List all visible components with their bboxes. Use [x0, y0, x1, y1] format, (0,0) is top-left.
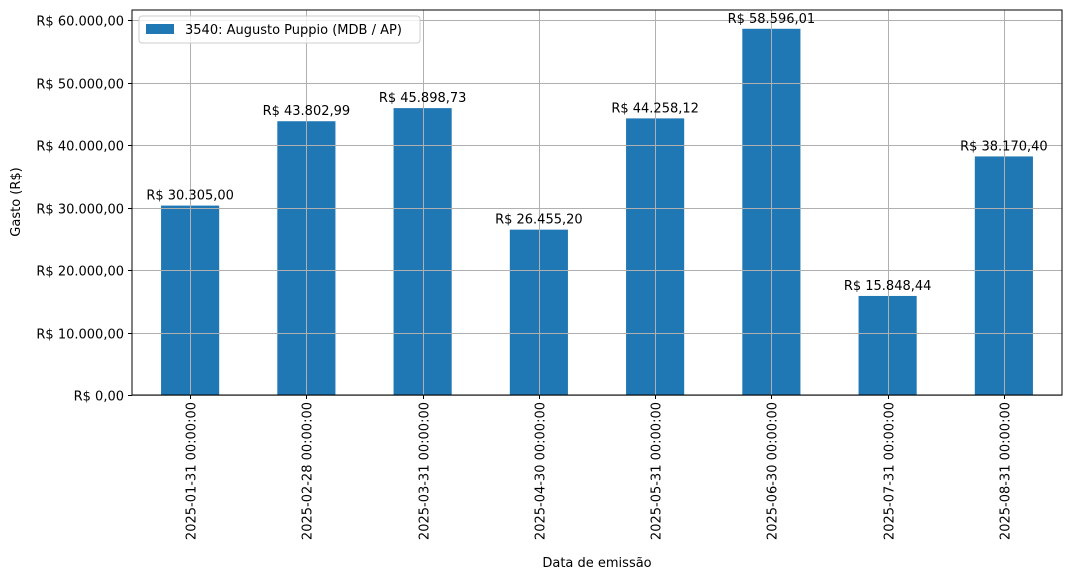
y-tick-label: R$ 10.000,00: [36, 328, 124, 343]
bar-value-label: R$ 58.596,01: [728, 12, 816, 27]
y-axis-title: Gasto (R$): [9, 167, 24, 236]
bar: [509, 229, 568, 395]
x-tick-label: 2025-08-31 00:00:00: [999, 402, 1014, 540]
y-tick-label: R$ 30.000,00: [36, 203, 124, 218]
y-tick-label: R$ 60.000,00: [36, 15, 124, 30]
legend-label: 3540: Augusto Puppio (MDB / AP): [185, 23, 402, 38]
legend: 3540: Augusto Puppio (MDB / AP): [138, 15, 421, 44]
y-axis-ticks: R$ 0,00 R$ 10.000,00 R$ 20.000,00 R$ 30.000…: [36, 15, 132, 405]
bar-value-label: R$ 30.305,00: [146, 189, 234, 204]
x-tick-label: 2025-07-31 00:00:00: [883, 402, 898, 540]
legend-box: [138, 15, 421, 44]
x-tick-label: 2025-02-28 00:00:00: [301, 402, 316, 540]
bar: [393, 108, 452, 395]
x-axis-title: Data de emissão: [542, 556, 651, 571]
y-tick-label: R$ 50.000,00: [36, 78, 124, 93]
bar: [858, 295, 917, 395]
x-tick-label: 2025-04-30 00:00:00: [534, 402, 549, 540]
legend-swatch-icon: [146, 24, 174, 34]
bar-value-label: R$ 44.258,12: [611, 101, 699, 116]
bar-value-label: R$ 45.898,73: [379, 91, 467, 106]
y-tick-label: R$ 20.000,00: [36, 265, 124, 280]
x-tick-label: 2025-05-31 00:00:00: [650, 402, 665, 540]
bar-value-label: R$ 15.848,44: [844, 279, 932, 294]
bar: [974, 156, 1033, 395]
bar-value-label: R$ 43.802,99: [263, 104, 351, 119]
plot-frame: [131, 9, 1063, 396]
x-axis-ticks: 2025-01-31 00:00:00 2025-02-28 00:00:00 20…: [185, 395, 1014, 540]
bar-value-labels: R$ 30.305,00 R$ 43.802,99 R$ 45.898,73 R$ 2…: [146, 12, 1047, 294]
bar-value-label: R$ 26.455,20: [495, 213, 583, 228]
x-tick-label: 2025-01-31 00:00:00: [185, 402, 200, 540]
y-tick-label: R$ 40.000,00: [36, 140, 124, 155]
x-tick-label: 2025-03-31 00:00:00: [418, 402, 433, 540]
bar-value-label: R$ 38.170,40: [960, 139, 1048, 154]
y-tick-label: R$ 0,00: [74, 390, 124, 405]
x-tick-label: 2025-06-30 00:00:00: [766, 402, 781, 540]
gridlines-overlay: [132, 10, 1062, 396]
